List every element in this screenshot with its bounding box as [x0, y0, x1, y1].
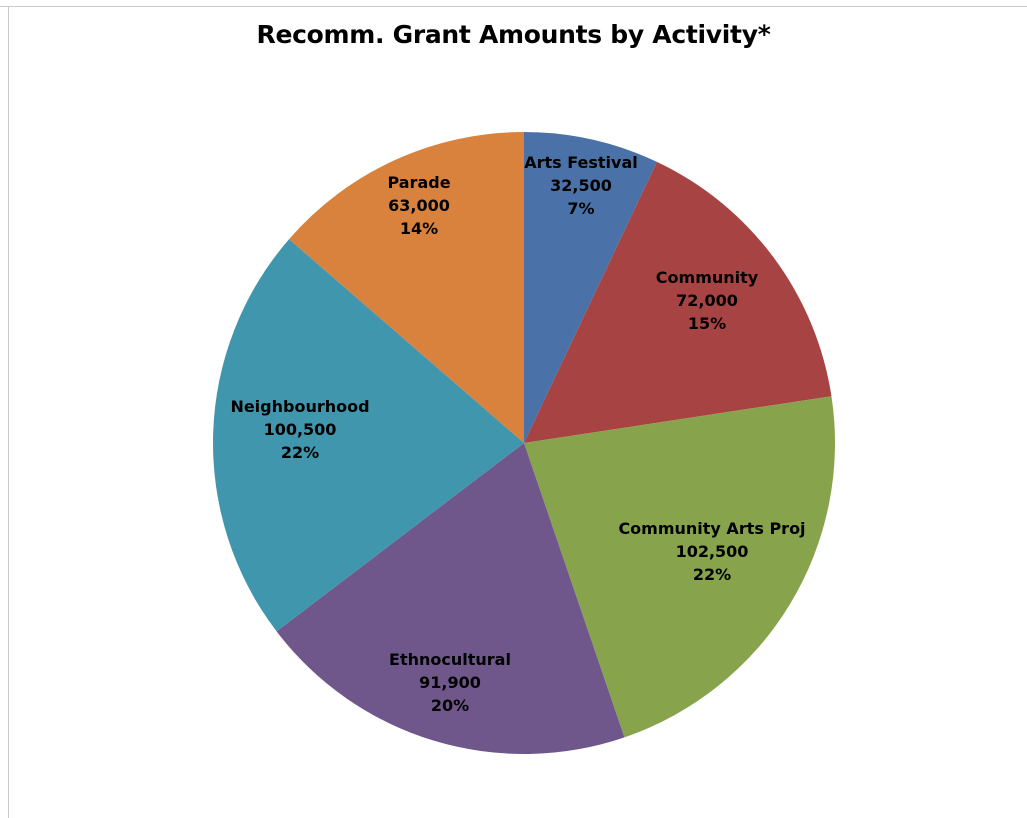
slice-label: Community Arts Proj 102,500 22%: [618, 519, 805, 584]
slice-percent-label: 20%: [431, 696, 469, 715]
slice-label: Parade 63,000 14%: [387, 173, 450, 238]
slice-label: Neighbourhood 100,500 22%: [230, 397, 369, 462]
pie-slice-parade: [289, 132, 524, 443]
slice-percent-label: 14%: [400, 219, 438, 238]
pie-slice-community: [524, 161, 832, 444]
slice-percent-label: 22%: [693, 565, 731, 584]
slice-percent-label: 15%: [688, 314, 726, 333]
slice-value-label: 72,000: [676, 291, 738, 310]
slice-value-label: 100,500: [264, 420, 337, 439]
slice-category-label: Community: [656, 268, 759, 287]
slice-category-label: Parade: [387, 173, 450, 192]
slice-percent-label: 22%: [281, 443, 319, 462]
slice-category-label: Arts Festival: [524, 153, 638, 172]
slice-category-label: Neighbourhood: [230, 397, 369, 416]
chart-frame-left-border: [8, 6, 9, 818]
slice-label: Community 72,000 15%: [656, 268, 759, 333]
pie-slice-ethnocultural: [276, 443, 625, 754]
slice-value-label: 91,900: [419, 673, 481, 692]
slice-value-label: 102,500: [676, 542, 749, 561]
pie-slice-neighbourhood: [212, 239, 524, 632]
slice-value-label: 63,000: [388, 196, 450, 215]
slice-category-label: Ethnocultural: [389, 650, 511, 669]
pie-slice-community-arts-proj: [524, 396, 835, 738]
slice-percent-label: 7%: [567, 199, 594, 218]
slice-value-label: 32,500: [550, 176, 612, 195]
slice-category-label: Community Arts Proj: [618, 519, 805, 538]
slice-label: Arts Festival 32,500 7%: [524, 153, 638, 218]
pie-slice-arts-festival: [524, 132, 657, 443]
slice-label: Ethnocultural 91,900 20%: [389, 650, 511, 715]
chart-frame-top-border: [0, 6, 1027, 7]
chart-title: Recomm. Grant Amounts by Activity*: [256, 20, 771, 49]
